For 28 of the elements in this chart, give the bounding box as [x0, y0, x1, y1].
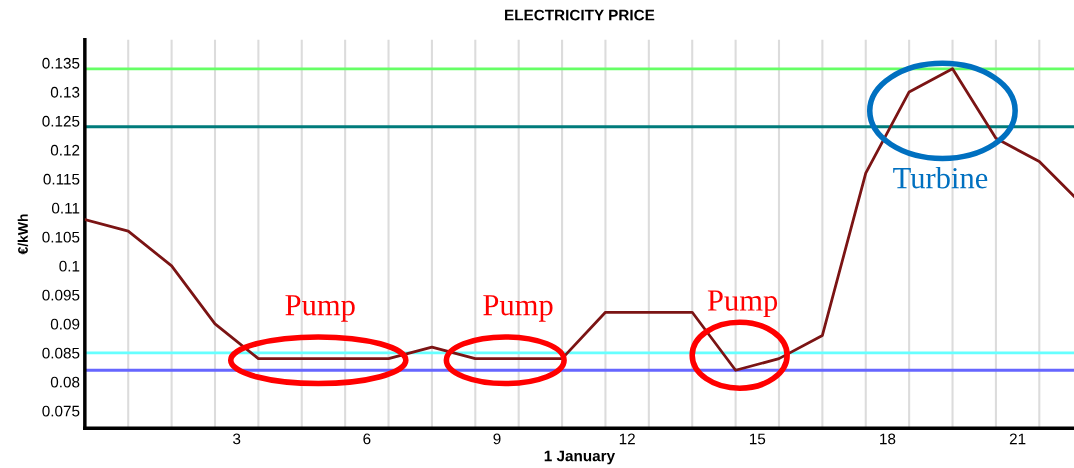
y-tick-label: 0.1 — [59, 260, 80, 272]
y-tick-label: 0.125 — [42, 115, 80, 127]
y-tick-label: 0.13 — [50, 86, 80, 98]
annotation: Pump — [285, 295, 355, 322]
x-tick-label: 3 — [233, 433, 241, 445]
x-tick-label: 21 — [1009, 433, 1026, 445]
y-tick-label: 0.09 — [50, 318, 80, 330]
x-axis-title: 1 January — [544, 450, 616, 465]
x-tick-label: 12 — [619, 433, 635, 445]
chart-title: ELECTRICITY PRICE — [505, 9, 655, 21]
x-tick-label: 6 — [363, 433, 371, 445]
x-tick-label: 9 — [493, 433, 501, 445]
y-axis-title: €/kWh — [17, 214, 29, 255]
y-tick-label: 0.11 — [51, 202, 80, 214]
annotation: Turbine — [893, 166, 988, 189]
y-tick-label: 0.115 — [43, 173, 80, 185]
y-tick-label: 0.075 — [42, 405, 80, 417]
y-tick-label: 0.085 — [42, 347, 80, 359]
x-tick-label: 18 — [880, 433, 896, 445]
annotation: Pump — [707, 290, 778, 317]
y-tick-label: 0.135 — [42, 57, 80, 69]
y-tick-label: 0.08 — [50, 376, 80, 388]
annotation: Pump — [483, 295, 553, 322]
y-tick-label: 0.12 — [50, 144, 80, 156]
x-tick-label: 15 — [749, 433, 766, 445]
line-series — [84, 67, 1074, 372]
y-tick-label: 0.095 — [42, 289, 80, 301]
y-tick-label: 0.105 — [42, 231, 80, 243]
